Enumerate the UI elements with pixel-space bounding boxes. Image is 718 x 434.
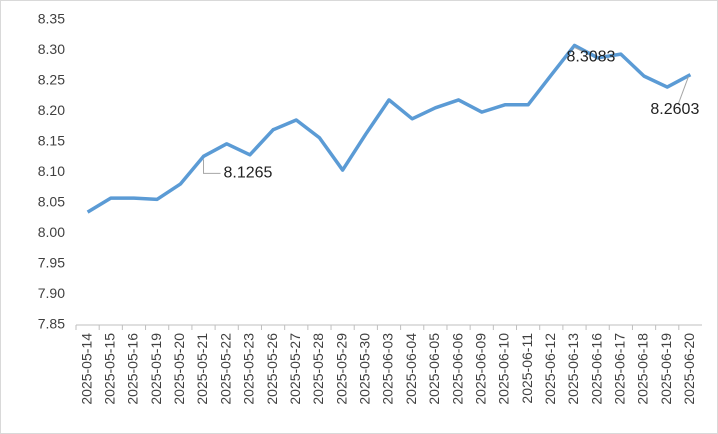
x-tick-label: 2025-05-26 [264,333,280,405]
x-tick-label: 2025-06-16 [588,333,604,405]
x-tick-label: 2025-06-06 [449,333,465,405]
x-tick-label: 2025-06-12 [542,333,558,405]
x-tick-label: 2025-06-09 [472,333,488,405]
x-tick-label: 2025-06-13 [565,333,581,405]
data-label: 8.1265 [224,165,273,182]
y-tick-label: 8.35 [38,11,65,27]
x-tick-label: 2025-05-14 [78,333,94,405]
y-tick-label: 8.00 [38,224,65,240]
leader-line [677,76,689,104]
x-tick-label: 2025-05-30 [357,333,373,405]
x-tick-label: 2025-05-16 [125,333,141,405]
x-tick-label: 2025-06-10 [496,333,512,405]
x-tick-label: 2025-05-23 [241,333,257,405]
y-tick-label: 8.05 [38,194,65,210]
x-tick-label: 2025-05-29 [333,333,349,405]
data-label: 8.2603 [650,101,699,118]
x-tick-label: 2025-06-05 [426,333,442,405]
y-tick-label: 8.15 [38,133,65,149]
y-tick-label: 8.10 [38,163,65,179]
y-tick-label: 8.20 [38,102,65,118]
x-tick-label: 2025-05-20 [171,333,187,405]
leader-line [203,159,221,174]
data-label: 8.3083 [566,49,615,66]
x-tick-label: 2025-05-22 [217,333,233,405]
x-tick-label: 2025-05-15 [101,333,117,405]
x-tick-label: 2025-06-18 [635,333,651,405]
y-tick-label: 7.95 [38,255,65,271]
y-tick-label: 8.30 [38,41,65,57]
x-tick-label: 2025-06-11 [519,333,535,404]
y-tick-label: 7.85 [38,316,65,332]
leader-line [574,46,583,52]
x-tick-label: 2025-05-27 [287,333,303,405]
x-tick-label: 2025-05-28 [310,333,326,405]
x-tick-label: 2025-06-17 [612,333,628,405]
x-tick-label: 2025-06-04 [403,333,419,405]
x-tick-label: 2025-05-21 [194,333,210,405]
y-tick-label: 8.25 [38,72,65,88]
x-tick-label: 2025-06-03 [380,333,396,405]
x-tick-label: 2025-05-19 [148,333,164,405]
line-series [86,43,692,214]
y-tick-label: 7.90 [38,285,65,301]
x-tick-label: 2025-06-19 [658,333,674,405]
x-tick-label: 2025-06-20 [681,333,697,405]
